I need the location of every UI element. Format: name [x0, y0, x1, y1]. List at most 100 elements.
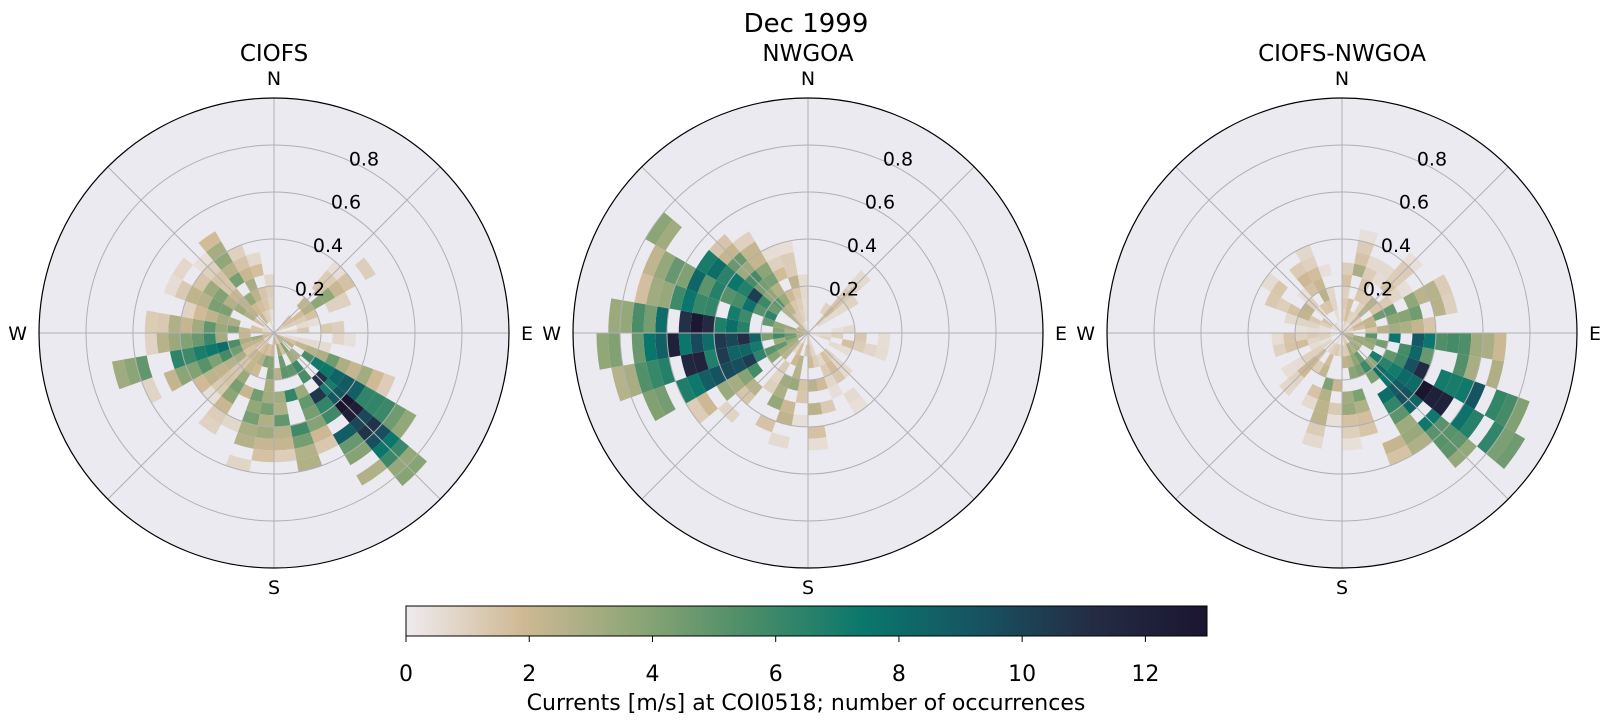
histogram-cell: [1342, 297, 1349, 310]
histogram-cell: [1333, 344, 1340, 357]
histogram-cell: [1275, 297, 1292, 313]
histogram-cell: [253, 437, 274, 451]
histogram-cell: [1319, 337, 1332, 345]
histogram-cell: [732, 231, 756, 252]
histogram-cell: [284, 321, 297, 329]
histogram-cell: [783, 263, 798, 278]
panel-title: CIOFS-NWGOA: [1258, 41, 1426, 67]
histogram-cell: [775, 240, 794, 256]
histogram-cell: [243, 292, 257, 306]
histogram-cell: [1354, 363, 1366, 378]
histogram-cell: [762, 271, 779, 288]
histogram-cell: [808, 425, 827, 439]
histogram-cell: [284, 337, 297, 345]
histogram-cell: [1344, 344, 1351, 357]
histogram-cell: [243, 360, 257, 374]
histogram-cell: [1365, 326, 1378, 333]
histogram-cell: [792, 342, 803, 354]
histogram-cell: [274, 367, 283, 380]
histogram-cell: [262, 333, 274, 336]
histogram-cell: [271, 333, 274, 345]
histogram-cell: [265, 286, 274, 299]
histogram-cell: [328, 368, 346, 386]
histogram-cell: [203, 333, 217, 346]
histogram-cell: [206, 241, 227, 261]
angular-grid-line: [273, 166, 441, 334]
colorbar-tick-label: 6: [769, 662, 783, 687]
histogram-cell: [1469, 333, 1483, 358]
histogram-cell: [843, 387, 861, 405]
histogram-cell: [213, 251, 233, 270]
histogram-cell: [223, 356, 238, 371]
radial-tick-label: 0.2: [829, 279, 859, 301]
histogram-cell: [331, 320, 345, 333]
histogram-cell: [1342, 414, 1359, 427]
histogram-cell: [680, 288, 698, 313]
histogram-cell: [1342, 328, 1354, 333]
histogram-cell: [1284, 341, 1298, 354]
histogram-cell: [244, 277, 258, 293]
histogram-cell: [678, 310, 693, 333]
histogram-cell: [239, 337, 252, 346]
histogram-cell: [1318, 328, 1331, 333]
histogram-cell: [1306, 266, 1322, 283]
histogram-cell: [1423, 385, 1444, 409]
histogram-cell: [250, 363, 262, 378]
histogram-cell: [1413, 286, 1431, 305]
histogram-cell: [1342, 333, 1348, 345]
histogram-cell: [702, 333, 716, 352]
histogram-cell: [796, 327, 808, 333]
histogram-cell: [262, 310, 270, 323]
histogram-cell: [1353, 351, 1365, 364]
histogram-cell: [1342, 309, 1347, 322]
histogram-cell: [622, 363, 643, 398]
histogram-cell: [249, 388, 264, 403]
histogram-cell: [218, 303, 234, 317]
histogram-cell: [1389, 405, 1410, 425]
histogram-cell: [319, 287, 336, 304]
histogram-cell: [1283, 333, 1296, 344]
histogram-cell: [274, 333, 280, 345]
histogram-cell: [269, 321, 274, 333]
histogram-cell: [238, 266, 254, 283]
histogram-cell: [1400, 423, 1426, 445]
histogram-cell: [1359, 292, 1373, 306]
histogram-cell: [757, 295, 772, 310]
histogram-cell: [1406, 432, 1433, 456]
histogram-cell: [634, 361, 654, 394]
histogram-cell: [1430, 296, 1447, 317]
histogram-cell: [773, 337, 786, 346]
histogram-cell: [657, 357, 676, 386]
histogram-cell: [802, 333, 808, 345]
histogram-cell: [697, 369, 717, 392]
histogram-cell: [284, 388, 299, 403]
histogram-cell: [1484, 389, 1508, 422]
radial-tick-label: 0.6: [331, 192, 361, 214]
histogram-cell: [653, 385, 676, 416]
histogram-cell: [755, 261, 773, 279]
histogram-cell: [1342, 425, 1361, 439]
histogram-cell: [1364, 320, 1377, 329]
histogram-cell: [1346, 343, 1354, 356]
histogram-cell: [256, 299, 266, 313]
histogram-cell: [1446, 333, 1460, 354]
histogram-cell: [1348, 366, 1359, 380]
histogram-cell: [784, 335, 797, 342]
histogram-cell: [1433, 369, 1453, 392]
histogram-cell: [291, 360, 305, 374]
histogram-cell: [1271, 333, 1285, 346]
histogram-cell: [274, 333, 286, 339]
histogram-cell: [852, 341, 866, 354]
histogram-cell: [796, 333, 808, 339]
histogram-cell: [1352, 263, 1367, 278]
histogram-cell: [111, 359, 131, 390]
histogram-cell: [1300, 394, 1318, 411]
histogram-cell: [1352, 321, 1365, 329]
histogram-cell: [345, 361, 363, 380]
histogram-cell: [770, 369, 785, 384]
histogram-cell: [1346, 298, 1355, 311]
histogram-cell: [156, 312, 170, 333]
histogram-cell: [631, 302, 646, 333]
histogram-cell: [365, 369, 385, 392]
histogram-cell: [835, 302, 849, 316]
